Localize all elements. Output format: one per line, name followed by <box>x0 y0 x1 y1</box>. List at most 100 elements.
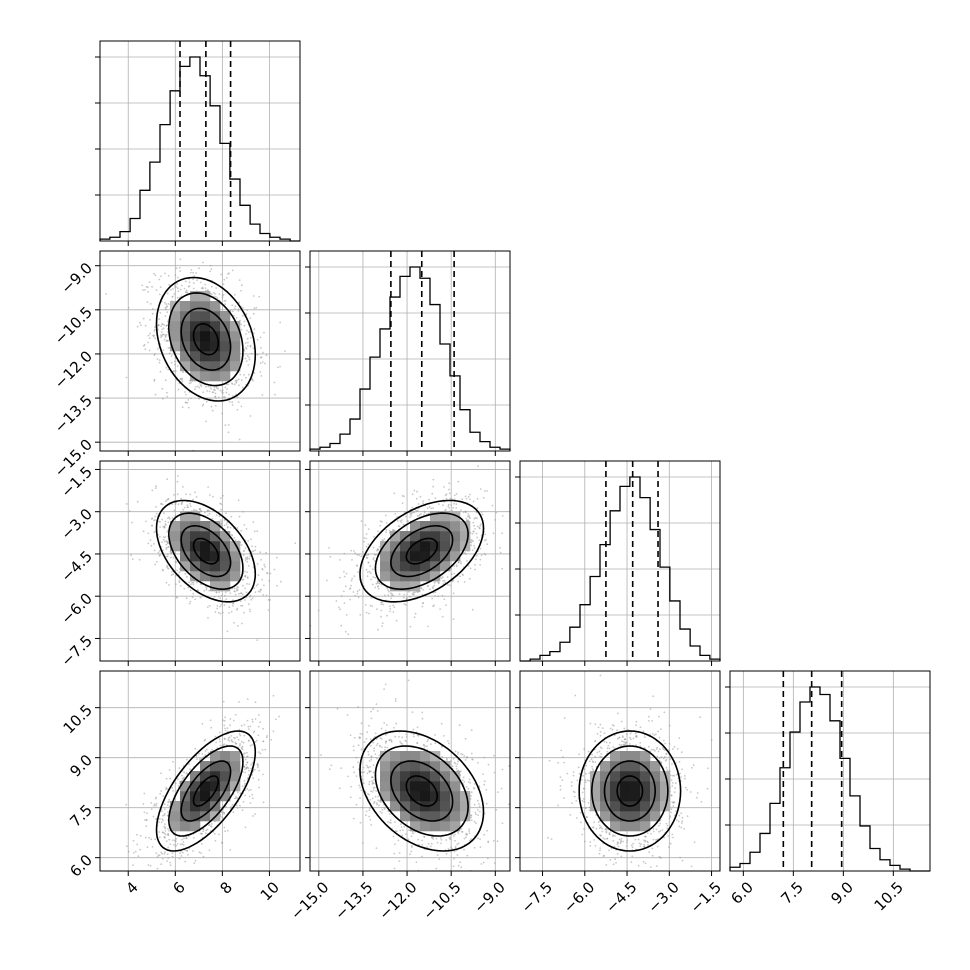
sample-point <box>220 604 223 606</box>
sample-point <box>188 281 191 284</box>
sample-point <box>243 755 245 758</box>
sample-point <box>173 360 176 363</box>
sample-point <box>398 860 401 862</box>
sample-point <box>367 792 369 795</box>
sample-point <box>215 741 218 744</box>
sample-point <box>262 351 264 354</box>
sample-point <box>160 851 163 854</box>
sample-point <box>487 841 490 844</box>
sample-point <box>178 266 181 269</box>
sample-point <box>583 828 585 830</box>
sample-point <box>245 347 248 350</box>
density-cell <box>170 811 181 822</box>
sample-point <box>406 597 408 599</box>
sample-point <box>452 865 455 868</box>
sample-point <box>256 766 259 769</box>
sample-point <box>368 760 371 762</box>
sample-point <box>252 347 255 350</box>
sample-point <box>243 765 246 768</box>
density-cell <box>650 761 661 772</box>
sample-point <box>228 401 231 403</box>
density-cell <box>230 541 241 552</box>
sample-point <box>248 358 251 361</box>
sample-point <box>236 791 239 794</box>
sample-point <box>483 783 486 786</box>
y-tick-label: −9.0 <box>58 259 96 297</box>
density-cell <box>220 781 231 792</box>
sample-point <box>360 789 363 792</box>
sample-point <box>371 568 374 571</box>
sample-point <box>125 803 127 806</box>
sample-point <box>379 810 382 813</box>
sample-point <box>204 287 207 289</box>
sample-point <box>363 537 366 539</box>
density-cell <box>390 751 401 762</box>
sample-point <box>655 828 658 831</box>
sample-point <box>246 583 248 585</box>
sample-point <box>223 724 226 727</box>
sample-point <box>205 588 208 591</box>
sample-point <box>188 763 191 765</box>
density-cell <box>170 331 181 342</box>
sample-point <box>409 516 411 518</box>
sample-point <box>661 829 664 831</box>
density-cell <box>180 561 191 572</box>
scatter-panel <box>305 460 511 666</box>
density-cell <box>440 821 451 832</box>
sample-point <box>363 540 365 543</box>
sample-point <box>476 498 479 500</box>
sample-point <box>155 512 158 515</box>
sample-point <box>475 511 478 514</box>
sample-point <box>225 523 228 526</box>
sample-point <box>368 612 370 615</box>
sample-point <box>646 832 649 834</box>
sample-point <box>181 380 184 383</box>
x-tick-label: −3.0 <box>644 878 682 916</box>
sample-point <box>167 801 170 804</box>
sample-point <box>570 785 573 787</box>
sample-point <box>370 758 373 761</box>
density-cell <box>190 311 201 322</box>
sample-point <box>471 532 474 535</box>
sample-point <box>371 780 373 782</box>
sample-point <box>192 271 195 274</box>
sample-point <box>242 584 244 587</box>
sample-point <box>410 514 413 517</box>
sample-point <box>187 586 190 589</box>
density-cell <box>230 331 241 342</box>
sample-point <box>192 278 195 281</box>
sample-point <box>153 336 155 338</box>
sample-point <box>442 504 444 507</box>
sample-point <box>475 558 477 561</box>
sample-point <box>168 584 170 586</box>
sample-point <box>373 535 376 538</box>
sample-point <box>652 748 655 751</box>
y-tick-label: 6.0 <box>66 851 96 881</box>
sample-point <box>600 835 602 837</box>
sample-point <box>163 825 166 828</box>
sample-point <box>346 714 349 716</box>
sample-point <box>175 370 177 372</box>
sample-point <box>244 752 246 755</box>
sample-point <box>652 838 655 841</box>
sample-point <box>244 547 247 550</box>
sample-point <box>642 845 645 848</box>
sample-point <box>249 555 251 558</box>
sample-point <box>141 284 144 287</box>
sample-point <box>640 843 642 846</box>
sample-point <box>470 752 473 755</box>
sample-point <box>404 604 407 606</box>
sample-point <box>167 302 170 305</box>
sample-point <box>585 816 588 818</box>
sample-point <box>414 591 416 594</box>
sample-point <box>477 465 479 468</box>
sample-point <box>236 408 239 411</box>
sample-point <box>245 333 248 335</box>
sample-point <box>158 550 161 552</box>
density-cell <box>620 781 631 792</box>
density-cell <box>440 761 451 772</box>
sample-point <box>356 590 359 593</box>
sample-point <box>240 592 243 595</box>
contour-line <box>590 745 669 837</box>
sample-point <box>193 862 196 864</box>
